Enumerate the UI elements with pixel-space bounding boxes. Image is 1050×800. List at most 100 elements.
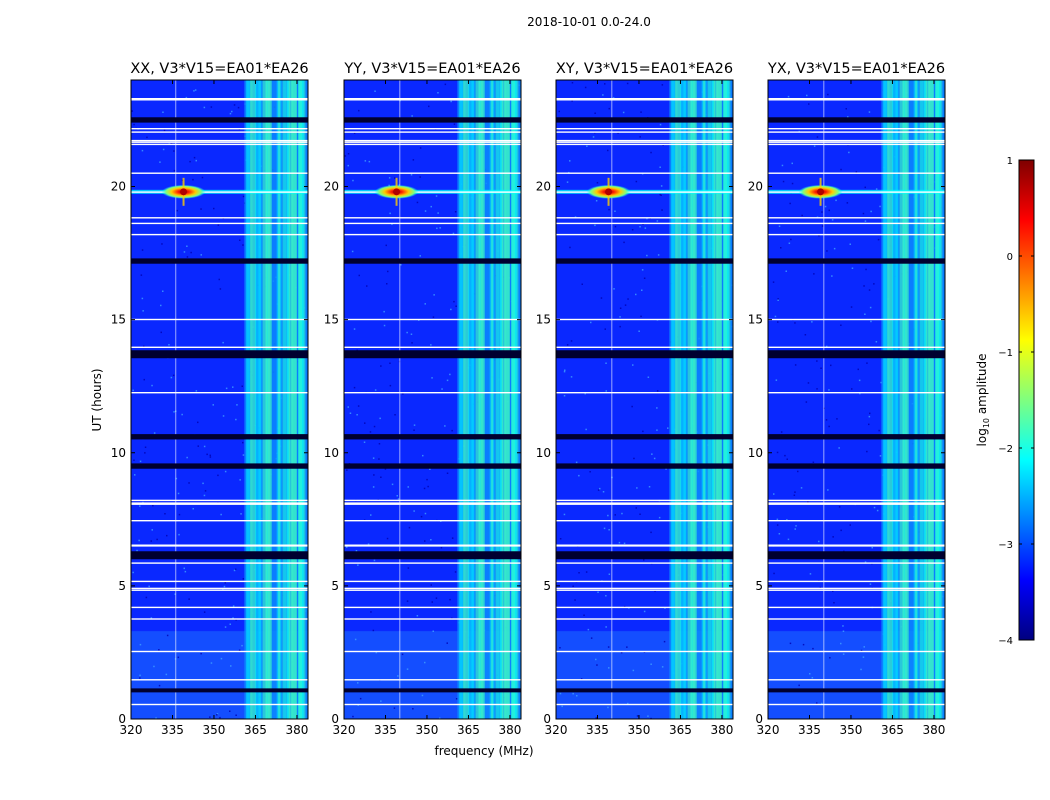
x-tick-label: 320	[545, 723, 568, 737]
noise-speck	[572, 692, 574, 695]
flagged-row	[768, 172, 945, 174]
noise-speck	[209, 456, 212, 458]
noise-speck	[353, 328, 356, 330]
rfi-streak	[692, 80, 697, 719]
noise-speck	[449, 598, 451, 601]
noise-speck	[849, 243, 851, 245]
noise-speck	[571, 82, 574, 84]
noise-speck	[660, 194, 662, 196]
rfi-streak	[711, 80, 714, 719]
dark-band	[556, 434, 733, 440]
noise-speck	[385, 244, 387, 247]
noise-speck	[569, 246, 571, 249]
noise-speck	[388, 177, 391, 179]
noise-speck	[194, 89, 197, 91]
colorbar-tick-label: −3	[998, 540, 1013, 551]
noise-speck	[150, 540, 152, 542]
panel-yy: YY, V3*V15=EA01*EA26 320 335 350 365 380 0 5 10 1…	[324, 61, 522, 737]
y-tick-label: 0	[331, 712, 339, 726]
rfi-streak	[478, 80, 483, 719]
noise-speck	[430, 344, 432, 346]
noise-speck	[643, 277, 646, 279]
noise-speck	[849, 524, 851, 526]
flagged-row	[131, 650, 308, 653]
noise-speck	[346, 546, 348, 548]
noise-speck	[232, 386, 234, 388]
noise-speck	[831, 275, 833, 277]
rfi-streak	[259, 80, 262, 719]
noise-speck	[419, 176, 421, 178]
noise-speck	[151, 384, 153, 387]
noise-speck	[633, 457, 635, 460]
flagged-row	[556, 499, 733, 502]
noise-speck	[656, 220, 659, 222]
noise-speck	[139, 460, 142, 463]
noise-speck	[559, 647, 561, 649]
rfi-streak	[286, 80, 289, 719]
noise-speck	[192, 508, 194, 510]
flagged-row	[344, 499, 521, 502]
noise-speck	[450, 100, 452, 103]
rfi-streak	[252, 80, 257, 719]
noise-speck	[220, 657, 223, 660]
flagged-row	[131, 172, 308, 174]
rfi-streak	[503, 80, 510, 719]
noise-speck	[432, 630, 434, 632]
noise-speck	[139, 643, 142, 646]
flagged-row	[344, 318, 521, 321]
noise-speck	[788, 242, 791, 244]
noise-speck	[558, 110, 560, 113]
noise-speck	[664, 607, 666, 609]
noise-speck	[800, 487, 803, 489]
noise-speck	[216, 714, 218, 716]
flagged-row	[556, 318, 733, 321]
flagged-row	[131, 141, 308, 143]
flagged-row	[344, 98, 521, 100]
flagged-row	[768, 503, 945, 505]
noise-speck	[585, 571, 588, 573]
noise-speck	[239, 239, 241, 241]
noise-speck	[794, 364, 797, 366]
x-tick-label: 365	[881, 723, 904, 737]
noise-speck	[651, 453, 653, 455]
rfi-streak	[475, 80, 480, 719]
noise-speck	[794, 491, 796, 493]
noise-speck	[585, 428, 587, 431]
noise-speck	[233, 104, 236, 106]
flagged-row	[556, 172, 733, 174]
noise-speck	[780, 431, 783, 433]
noise-speck	[193, 90, 195, 92]
noise-speck	[816, 388, 818, 390]
noise-speck	[597, 591, 599, 593]
noise-speck	[430, 539, 432, 541]
noise-speck	[586, 145, 588, 147]
rfi-streak	[903, 80, 906, 719]
noise-speck	[863, 285, 865, 287]
flagged-row	[768, 99, 945, 101]
noise-speck	[838, 506, 841, 508]
noise-speck	[828, 389, 830, 391]
dark-band	[344, 350, 521, 359]
noise-speck	[866, 450, 868, 453]
noise-speck	[139, 677, 141, 679]
flagged-row	[344, 703, 521, 706]
x-tick-label: 350	[628, 723, 651, 737]
panel-xy: XY, V3*V15=EA01*EA26 320 335 350 365 380 0 5 10 1…	[536, 61, 734, 737]
flagged-row	[344, 99, 521, 101]
noise-speck	[813, 273, 815, 275]
noise-speck	[875, 188, 878, 190]
noise-speck	[825, 419, 828, 421]
flagged-row	[556, 99, 733, 101]
noise-speck	[820, 367, 822, 369]
x-tick-label: 335	[161, 723, 184, 737]
noise-speck	[659, 123, 662, 126]
noise-speck	[832, 536, 834, 538]
noise-speck	[240, 513, 242, 515]
noise-speck	[410, 174, 413, 176]
panel-title: YX, V3*V15=EA01*EA26	[767, 61, 945, 77]
rfi-streak	[883, 80, 887, 719]
noise-speck	[454, 211, 457, 213]
dark-band	[344, 688, 521, 693]
noise-speck	[411, 342, 413, 344]
rfi-streak	[265, 80, 270, 719]
